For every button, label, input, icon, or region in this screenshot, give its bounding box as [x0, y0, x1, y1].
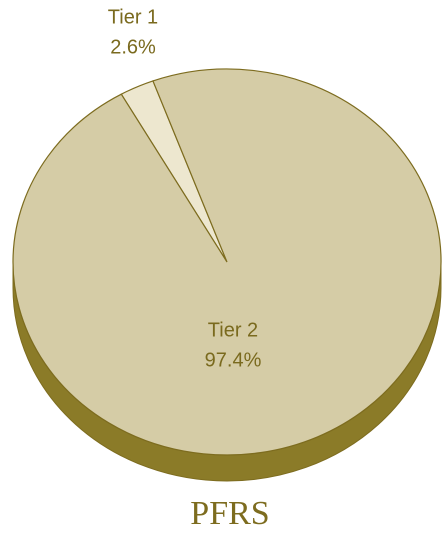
pie-slice [12, 68, 442, 456]
chart-title: PFRS [190, 495, 269, 532]
slice-value-label: 97.4% [205, 349, 262, 371]
slice-label: Tier 1 [108, 6, 158, 28]
slice-value-label: 2.6% [110, 36, 156, 58]
slice-label: Tier 2 [208, 319, 258, 341]
